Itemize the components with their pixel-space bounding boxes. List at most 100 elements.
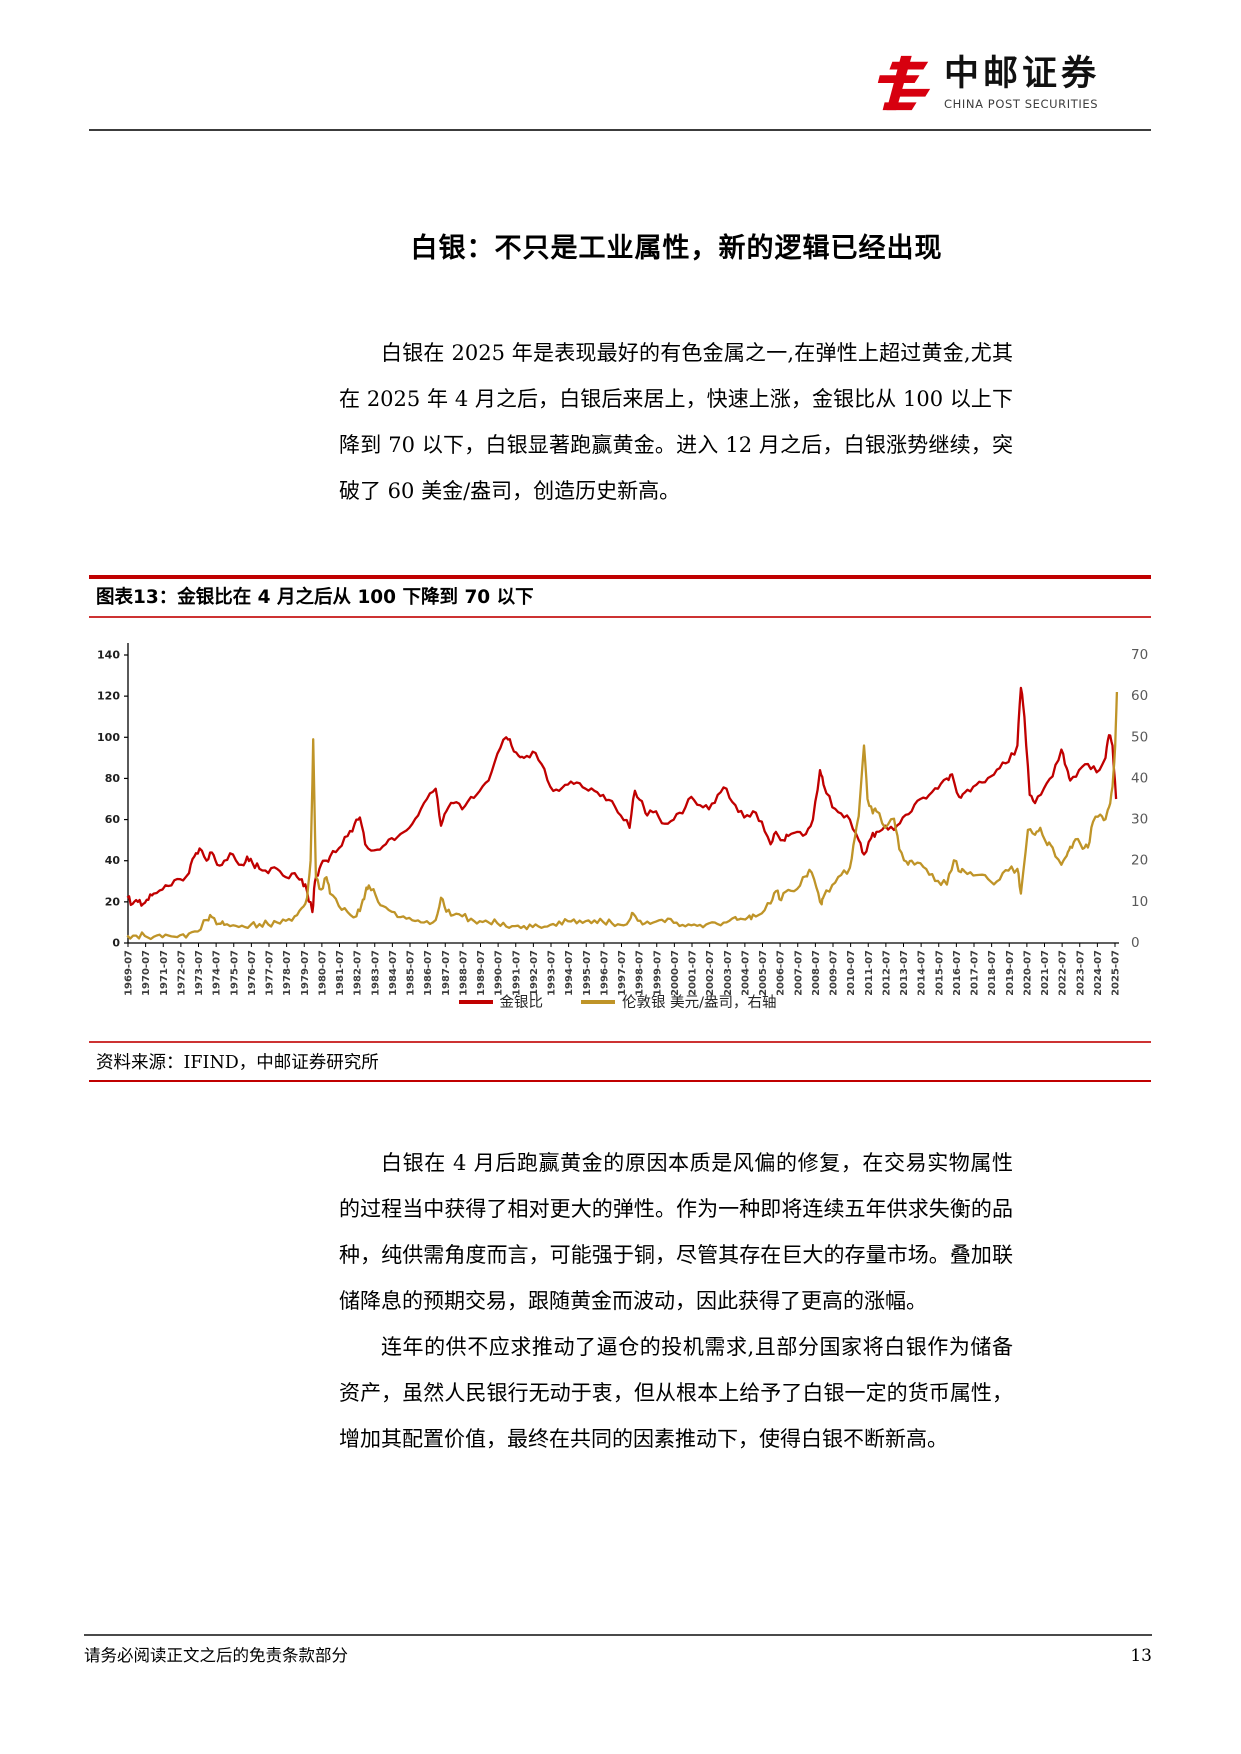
- legend-label: 伦敦银 美元/盎司，右轴: [622, 995, 777, 1011]
- figure-bottom-rule: [89, 1080, 1151, 1082]
- svg-text:100: 100: [97, 731, 120, 744]
- svg-text:1983-07: 1983-07: [370, 950, 381, 995]
- svg-text:2009-07: 2009-07: [829, 950, 840, 995]
- svg-text:2013-07: 2013-07: [899, 950, 910, 995]
- svg-text:1974-07: 1974-07: [212, 950, 223, 995]
- legend-item-london-silver: 伦敦银 美元/盎司，右轴: [581, 991, 777, 1012]
- svg-text:2018-07: 2018-07: [987, 950, 998, 995]
- svg-text:1973-07: 1973-07: [194, 950, 205, 995]
- svg-text:2012-07: 2012-07: [881, 950, 892, 995]
- svg-text:2003-07: 2003-07: [723, 950, 734, 995]
- svg-text:1977-07: 1977-07: [265, 950, 276, 995]
- svg-text:2021-07: 2021-07: [1040, 950, 1051, 995]
- chart-area: 0 20 40 60 80 100 120 140 0 10 20 30 40 50 60 70 1969-07…: [85, 620, 1150, 996]
- svg-text:1988-07: 1988-07: [458, 950, 469, 995]
- footer-page-number: 13: [1130, 1646, 1152, 1666]
- svg-text:1999-07: 1999-07: [652, 950, 663, 995]
- svg-text:1972-07: 1972-07: [176, 950, 187, 995]
- svg-text:1994-07: 1994-07: [564, 950, 575, 995]
- footer: 请务必阅读正文之后的免责条款部分 13: [84, 1642, 1152, 1666]
- svg-text:2007-07: 2007-07: [793, 950, 804, 995]
- svg-text:2025-07: 2025-07: [1111, 950, 1122, 995]
- logo-cn-text: 中邮证券: [944, 54, 1101, 94]
- svg-text:1997-07: 1997-07: [617, 950, 628, 995]
- svg-text:120: 120: [97, 690, 120, 703]
- svg-text:2006-07: 2006-07: [776, 950, 787, 995]
- svg-text:40: 40: [105, 854, 121, 867]
- svg-text:2011-07: 2011-07: [864, 950, 875, 995]
- gold-silver-ratio-chart: 0 20 40 60 80 100 120 140 0 10 20 30 40 50 60 70 1969-07…: [97, 643, 1148, 996]
- svg-text:1970-07: 1970-07: [141, 950, 152, 995]
- svg-text:2023-07: 2023-07: [1075, 950, 1086, 995]
- footer-disclaimer: 请务必阅读正文之后的免责条款部分: [84, 1646, 348, 1665]
- footer-divider: [84, 1634, 1152, 1636]
- svg-text:60: 60: [1131, 688, 1148, 704]
- svg-text:1969-07: 1969-07: [124, 950, 135, 995]
- svg-text:1976-07: 1976-07: [247, 950, 258, 995]
- svg-text:1985-07: 1985-07: [406, 950, 417, 995]
- svg-text:1990-07: 1990-07: [494, 950, 505, 995]
- svg-text:2004-07: 2004-07: [740, 950, 751, 995]
- figure-caption: 图表13：金银比在 4 月之后从 100 下降到 70 以下: [96, 587, 534, 608]
- svg-text:1981-07: 1981-07: [335, 950, 346, 995]
- body-paragraph-1-block: 白银在 2025 年是表现最好的有色金属之一,在弹性上超过黄金,尤其在 2025…: [339, 330, 1013, 514]
- paragraph: 白银在 2025 年是表现最好的有色金属之一,在弹性上超过黄金,尤其在 2025…: [339, 341, 1013, 503]
- svg-text:2001-07: 2001-07: [688, 950, 699, 995]
- svg-text:1979-07: 1979-07: [300, 950, 311, 995]
- svg-text:2024-07: 2024-07: [1093, 950, 1104, 995]
- china-post-logo-icon: [877, 55, 931, 111]
- svg-text:1971-07: 1971-07: [159, 950, 170, 995]
- svg-text:2005-07: 2005-07: [758, 950, 769, 995]
- body-paragraphs-2-3-block: 白银在 4 月后跑赢黄金的原因本质是风偏的修复，在交易实物属性的过程当中获得了相…: [339, 1140, 1013, 1462]
- svg-text:0: 0: [112, 937, 120, 950]
- logo-en-text: CHINA POST SECURITIES: [944, 97, 1099, 111]
- svg-text:2017-07: 2017-07: [970, 950, 981, 995]
- section-heading: 白银：不只是工业属性，新的逻辑已经出现: [410, 233, 943, 264]
- figure-top-rule: [89, 575, 1151, 579]
- svg-text:40: 40: [1131, 770, 1148, 786]
- svg-text:60: 60: [105, 813, 121, 826]
- header-logo: 中邮证券 CHINA POST SECURITIES: [872, 52, 1100, 114]
- figure-source-divider: [89, 1041, 1151, 1043]
- svg-text:80: 80: [105, 772, 121, 785]
- svg-text:2016-07: 2016-07: [952, 950, 963, 995]
- figure-caption-divider: [89, 616, 1151, 618]
- svg-text:2014-07: 2014-07: [917, 950, 928, 995]
- svg-text:1982-07: 1982-07: [353, 950, 364, 995]
- svg-text:20: 20: [1131, 853, 1148, 869]
- svg-text:1975-07: 1975-07: [229, 950, 240, 995]
- svg-text:1980-07: 1980-07: [317, 950, 328, 995]
- svg-text:2015-07: 2015-07: [934, 950, 945, 995]
- figure-source: 资料来源：IFIND，中邮证券研究所: [96, 1053, 379, 1073]
- svg-text:10: 10: [1131, 894, 1148, 910]
- svg-text:1978-07: 1978-07: [282, 950, 293, 995]
- legend-item-gold-silver-ratio: 金银比: [458, 991, 543, 1012]
- svg-text:2020-07: 2020-07: [1022, 950, 1033, 995]
- svg-text:1998-07: 1998-07: [635, 950, 646, 995]
- svg-text:1986-07: 1986-07: [423, 950, 434, 995]
- svg-text:2008-07: 2008-07: [811, 950, 822, 995]
- svg-text:2022-07: 2022-07: [1058, 950, 1069, 995]
- svg-text:20: 20: [105, 895, 121, 908]
- svg-text:1989-07: 1989-07: [476, 950, 487, 995]
- silver-line-swatch-icon: [581, 999, 615, 1004]
- svg-text:2002-07: 2002-07: [705, 950, 716, 995]
- svg-text:2000-07: 2000-07: [670, 950, 681, 995]
- svg-text:2010-07: 2010-07: [846, 950, 857, 995]
- svg-text:1984-07: 1984-07: [388, 950, 399, 995]
- paragraph: 白银在 4 月后跑赢黄金的原因本质是风偏的修复，在交易实物属性的过程当中获得了相…: [339, 1151, 1013, 1313]
- ratio-line-swatch-icon: [458, 999, 493, 1004]
- svg-text:50: 50: [1131, 729, 1148, 745]
- svg-text:0: 0: [1131, 935, 1140, 951]
- svg-text:2019-07: 2019-07: [1005, 950, 1016, 995]
- svg-text:1991-07: 1991-07: [511, 950, 522, 995]
- svg-text:30: 30: [1131, 812, 1148, 828]
- svg-text:1995-07: 1995-07: [582, 950, 593, 995]
- chart-legend: 金银比 伦敦银 美元/盎司，右轴: [85, 991, 1150, 1012]
- svg-text:1987-07: 1987-07: [441, 950, 452, 995]
- svg-text:1992-07: 1992-07: [529, 950, 540, 995]
- svg-text:1993-07: 1993-07: [547, 950, 558, 995]
- paragraph: 连年的供不应求推动了逼仓的投机需求,且部分国家将白银作为储备资产，虽然人民银行无…: [339, 1335, 1013, 1451]
- svg-text:140: 140: [97, 649, 120, 662]
